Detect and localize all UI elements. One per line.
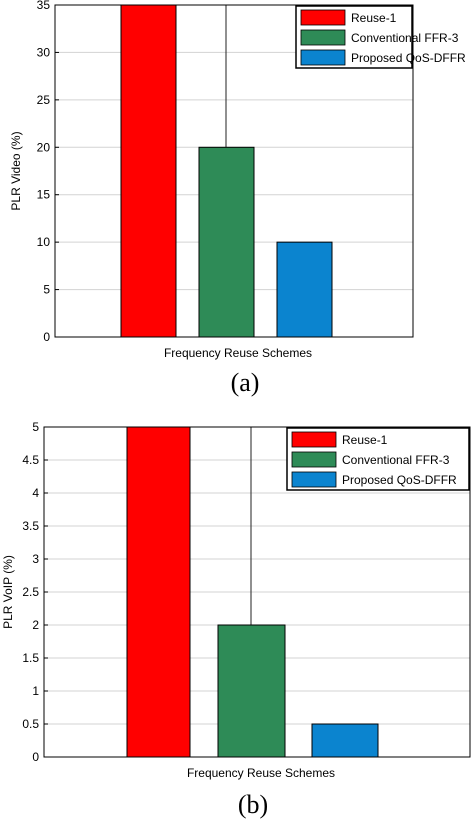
chart-a-ytick-label: 5 [43, 283, 50, 297]
chart-b-ytick-label: 3 [32, 552, 39, 566]
chart-b-ytick-label: 2 [32, 618, 39, 632]
chart-b-legend-label-3: Proposed QoS-DFFR [342, 473, 457, 487]
chart-a-legend-label-3: Proposed QoS-DFFR [351, 51, 466, 65]
chart-a-ytick-label: 35 [37, 0, 51, 12]
chart-a-legend-label-2: Conventional FFR-3 [351, 31, 459, 45]
chart-b-ytick-label: 0.5 [22, 717, 39, 731]
chart-b-legend-swatch-3 [291, 471, 337, 488]
chart-b-ytick-label: 4 [32, 486, 39, 500]
chart-b-legend-swatch-1 [291, 431, 337, 448]
chart-a-legend-swatch-1 [300, 9, 346, 26]
chart-a-ytick-label: 0 [43, 330, 50, 344]
chart-a-y-axis-label: PLR Video (%) [9, 131, 23, 210]
chart-a-ytick-label: 25 [37, 93, 51, 107]
chart-a-bar-2 [198, 146, 255, 338]
chart-a-ytick-label: 10 [37, 235, 51, 249]
chart-a-x-axis-label: Frequency Reuse Schemes [164, 346, 312, 360]
chart-b-legend-swatch-2 [291, 451, 337, 468]
chart-b-bar-1 [126, 426, 191, 758]
chart-a-ytick-label: 30 [37, 45, 51, 59]
chart-b-ytick-label: 0 [32, 750, 39, 764]
chart-b-y-axis-label: PLR VoIP (%) [1, 555, 15, 629]
chart-a-caption: (a) [231, 368, 260, 397]
chart-b-ytick-label: 3.5 [22, 519, 39, 533]
chart-b-x-axis-label: Frequency Reuse Schemes [187, 766, 335, 780]
chart-b-bar-2 [217, 624, 286, 758]
chart-a-legend-swatch-2 [300, 29, 346, 46]
chart-a-axes-frame [54, 4, 414, 338]
chart-b-bar-3 [311, 723, 379, 758]
chart-a-ytick-label: 20 [37, 140, 51, 154]
chart-a-bar-1 [120, 4, 177, 338]
chart-a-ytick-label: 15 [37, 188, 51, 202]
chart-b-ytick-label: 1.5 [22, 651, 39, 665]
chart-b-legend-label-2: Conventional FFR-3 [342, 453, 450, 467]
chart-b-legend-label-1: Reuse-1 [342, 433, 388, 447]
chart-b-caption: (b) [238, 790, 268, 819]
chart-b-ytick-label: 5 [32, 420, 39, 434]
chart-b-ytick-label: 1 [32, 684, 39, 698]
chart-a-legend-swatch-3 [300, 49, 346, 66]
chart-b-ytick-label: 2.5 [22, 585, 39, 599]
chart-a-legend-label-1: Reuse-1 [351, 11, 397, 25]
chart-b-ytick-label: 4.5 [22, 453, 39, 467]
chart-a-bar-3 [276, 241, 333, 338]
